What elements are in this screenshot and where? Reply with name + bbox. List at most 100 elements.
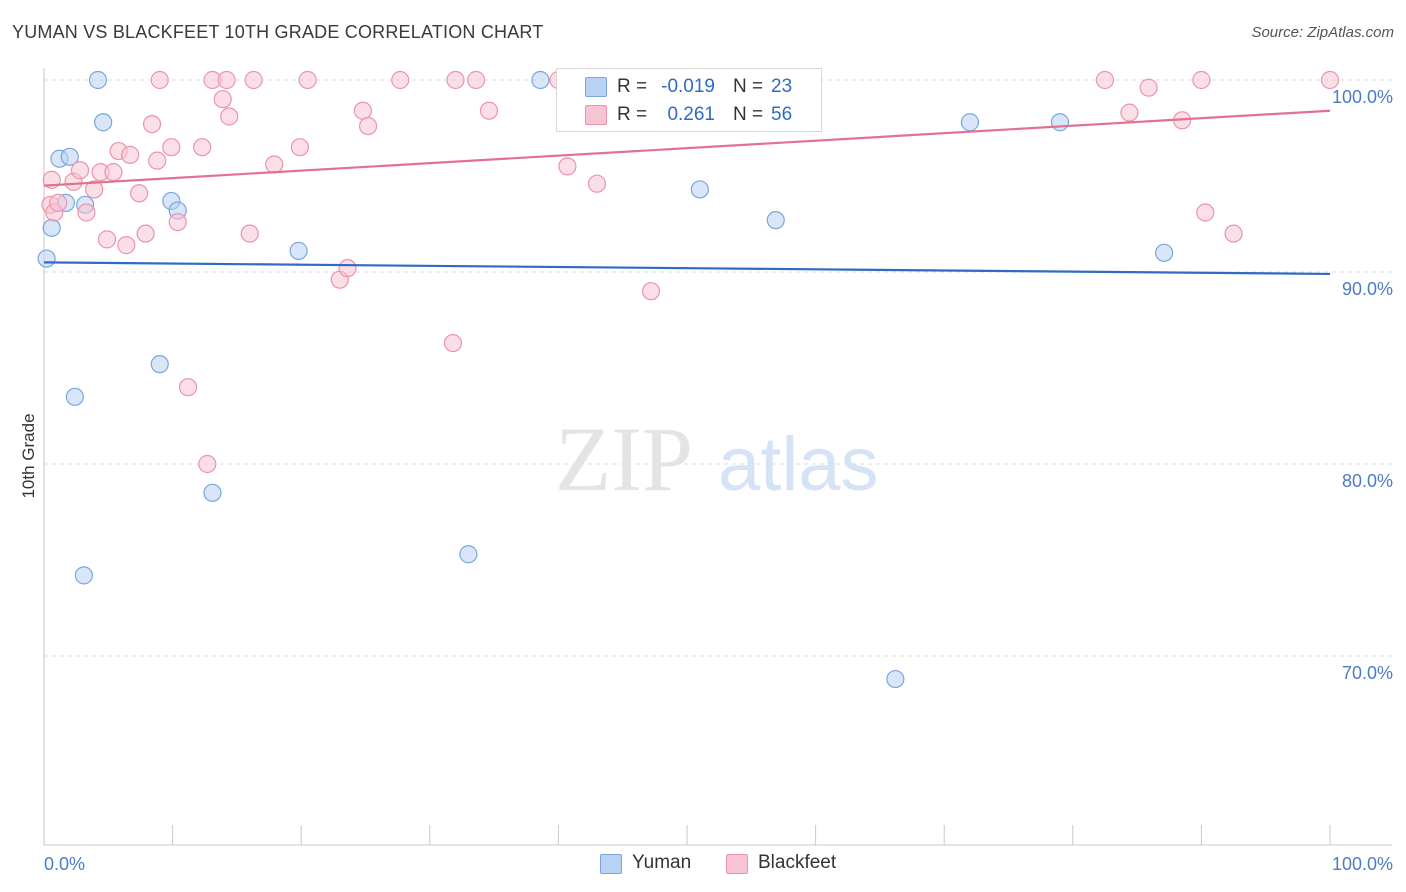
blackfeet-point xyxy=(338,259,357,278)
blackfeet-point xyxy=(1224,224,1243,243)
legend-n-label: N = xyxy=(733,104,764,125)
blackfeet-point xyxy=(1095,70,1115,90)
blackfeet-point xyxy=(1192,70,1211,90)
blackfeet-point xyxy=(142,115,162,134)
legend-r-label: R = xyxy=(617,104,648,125)
legend-n-label: N = xyxy=(733,76,764,97)
blackfeet-point xyxy=(290,138,310,157)
blackfeet-point xyxy=(244,70,263,90)
blackfeet-point xyxy=(479,101,499,120)
axes xyxy=(43,68,1392,846)
y-tick-labels: 100.0% 90.0% 80.0% 70.0% xyxy=(1332,87,1393,683)
correlation-legend: R = -0.019 N = 23 R = 0.261 N = 56 xyxy=(556,68,822,132)
yuman-point xyxy=(766,211,785,230)
blackfeet-point xyxy=(298,70,317,90)
yuman-point xyxy=(88,70,108,90)
blackfeet-point xyxy=(168,212,187,232)
trendlines xyxy=(43,109,1331,276)
x-tick-label: 0.0% xyxy=(44,854,85,874)
x-tick-label: 100.0% xyxy=(1332,854,1393,874)
yuman-point xyxy=(960,113,980,132)
blackfeet-point xyxy=(265,155,284,174)
legend-r-value: -0.019 xyxy=(661,76,715,97)
legend-swatch-blackfeet xyxy=(585,105,607,125)
blackfeet-point xyxy=(49,193,68,212)
blackfeet-point xyxy=(117,236,136,255)
legend-row-blackfeet: R = 0.261 N = 56 xyxy=(557,101,821,129)
yuman-point xyxy=(1050,113,1070,132)
blackfeet-point xyxy=(1139,78,1158,97)
series-legend: Yuman Blackfeet xyxy=(0,851,1406,879)
blackfeet-point xyxy=(641,282,661,301)
blackfeet-point xyxy=(148,151,167,170)
yuman-point xyxy=(1155,243,1174,262)
watermark: ZIP atlas xyxy=(555,408,879,510)
watermark-atlas: atlas xyxy=(718,422,879,507)
blackfeet-point xyxy=(358,116,378,136)
blackfeet-point xyxy=(136,224,155,243)
blackfeet-point xyxy=(220,107,239,126)
yuman-point xyxy=(74,566,93,585)
legend-n-value: 23 xyxy=(771,76,793,97)
y-tick-label: 80.0% xyxy=(1342,471,1393,491)
blackfeet-point xyxy=(213,90,232,109)
blackfeet-point xyxy=(391,70,410,90)
y-axis-label: 10th Grade xyxy=(19,413,38,498)
yuman-point xyxy=(42,218,61,237)
blackfeet-point xyxy=(130,184,149,203)
yuman-point xyxy=(60,147,79,166)
yuman-point xyxy=(886,669,905,689)
yuman-point xyxy=(289,241,308,260)
yuman-point xyxy=(459,545,478,564)
blackfeet-point xyxy=(85,180,104,199)
legend-swatch-blackfeet xyxy=(726,854,748,874)
legend-r-label: R = xyxy=(617,76,648,97)
blackfeet-point xyxy=(198,454,217,474)
blackfeet-point xyxy=(162,138,181,157)
yuman-point xyxy=(94,113,113,132)
blackfeet-point xyxy=(193,138,212,157)
blackfeet-point xyxy=(240,224,259,243)
legend-label-yuman: Yuman xyxy=(632,852,692,873)
x-tick-labels: 0.0% 100.0% xyxy=(44,854,1393,874)
yuman-point xyxy=(203,483,222,502)
blackfeet-point xyxy=(178,378,198,397)
y-tick-label: 70.0% xyxy=(1342,663,1393,683)
watermark-zip: ZIP xyxy=(555,408,693,510)
gridlines xyxy=(44,79,1392,657)
source-label: Source: ZipAtlas.com xyxy=(1251,24,1394,41)
blackfeet-point xyxy=(97,230,117,249)
blackfeet-point xyxy=(446,70,465,90)
blackfeet-point xyxy=(70,161,90,180)
y-tick-label: 100.0% xyxy=(1332,87,1393,107)
legend-row-yuman: R = -0.019 N = 23 xyxy=(557,73,821,101)
legend-swatch-yuman xyxy=(600,854,622,874)
legend-swatch-yuman xyxy=(585,77,607,97)
chart-title: YUMAN VS BLACKFEET 10TH GRADE CORRELATIO… xyxy=(12,22,544,42)
blackfeet-point xyxy=(353,101,373,120)
x-ticks xyxy=(43,825,1331,845)
series-yuman-points xyxy=(37,70,1174,689)
blackfeet-point xyxy=(587,174,607,193)
legend-n-value: 56 xyxy=(771,104,793,125)
blackfeet-point xyxy=(1196,203,1215,222)
yuman-point xyxy=(37,249,56,268)
trendline-yuman xyxy=(43,261,1331,276)
legend-r-value: 0.261 xyxy=(667,104,715,125)
y-tick-label: 90.0% xyxy=(1342,279,1393,299)
blackfeet-point xyxy=(1120,103,1139,122)
series-blackfeet-points xyxy=(41,70,1340,474)
blackfeet-point xyxy=(443,333,463,353)
yuman-point xyxy=(531,70,550,90)
blackfeet-point xyxy=(217,70,236,90)
blackfeet-point xyxy=(558,157,577,176)
yuman-point xyxy=(690,180,709,199)
blackfeet-point xyxy=(1320,70,1340,90)
blackfeet-point xyxy=(150,70,169,90)
blackfeet-point xyxy=(77,203,96,222)
blackfeet-point xyxy=(104,163,123,182)
blackfeet-point xyxy=(466,70,486,90)
blackfeet-point xyxy=(121,145,140,164)
yuman-point xyxy=(65,387,84,406)
